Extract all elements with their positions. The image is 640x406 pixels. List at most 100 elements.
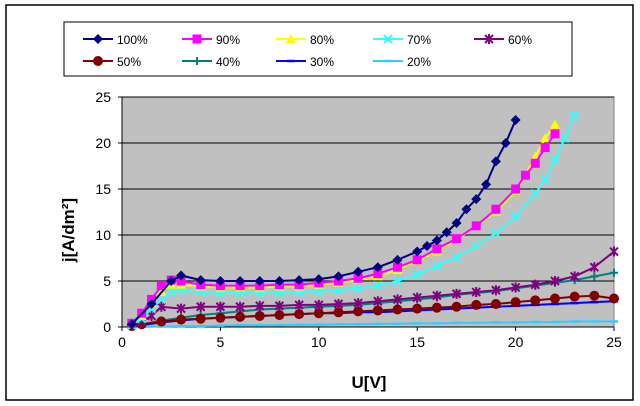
data-point xyxy=(373,296,383,307)
data-point xyxy=(491,228,501,238)
data-point xyxy=(461,204,472,215)
data-point xyxy=(392,294,403,305)
legend-label: 90% xyxy=(216,33,240,47)
legend-entry: 100% xyxy=(83,33,148,47)
legend-entry: 70% xyxy=(373,33,431,47)
data-point xyxy=(156,301,167,312)
data-point xyxy=(195,275,206,286)
data-point xyxy=(353,298,363,309)
legend: 100% 90% 80% 70% 60% 50% 40% 30% 20% xyxy=(63,21,573,77)
x-tick-label: 25 xyxy=(606,334,622,350)
x-tick-label: 5 xyxy=(217,334,225,350)
data-point xyxy=(550,276,560,286)
data-point xyxy=(490,299,501,309)
data-point xyxy=(333,307,344,318)
legend-label: 60% xyxy=(508,33,532,47)
data-point xyxy=(520,170,530,180)
data-point xyxy=(146,310,157,321)
data-point xyxy=(372,305,383,316)
legend-marker xyxy=(93,34,103,44)
x-tick-label: 20 xyxy=(508,334,524,350)
data-point xyxy=(146,299,157,309)
data-point xyxy=(471,241,481,251)
legend-entry: 50% xyxy=(83,55,141,69)
data-point xyxy=(441,227,452,238)
legend-box xyxy=(63,21,573,77)
data-point xyxy=(353,306,364,317)
data-point xyxy=(540,143,550,153)
legend-label: 70% xyxy=(407,33,431,47)
legend-marker xyxy=(383,34,393,44)
data-point xyxy=(549,119,560,129)
x-tick-label: 15 xyxy=(409,334,425,350)
legend-label: 80% xyxy=(310,33,334,47)
data-point xyxy=(432,261,442,271)
legend-marker xyxy=(93,56,103,66)
legend-marker xyxy=(192,34,202,44)
data-point xyxy=(511,184,521,194)
legend-entry: 60% xyxy=(474,33,532,47)
data-point xyxy=(471,194,482,205)
data-point xyxy=(490,156,501,167)
legend-entry: 90% xyxy=(182,33,240,47)
data-point xyxy=(176,303,186,314)
data-point xyxy=(313,308,324,319)
y-axis-title: j[A/dm²] xyxy=(59,198,78,263)
legend-marker xyxy=(193,57,201,65)
data-point xyxy=(274,276,285,286)
data-point xyxy=(412,246,423,257)
data-point xyxy=(372,262,383,273)
data-point xyxy=(609,246,619,257)
data-point xyxy=(176,276,186,286)
data-point xyxy=(392,254,403,265)
data-point xyxy=(176,270,187,281)
y-tick-label: 5 xyxy=(103,273,111,289)
x-axis-title: U[V] xyxy=(352,373,387,392)
data-point xyxy=(471,287,481,298)
data-point xyxy=(274,300,285,311)
data-point xyxy=(195,313,206,324)
data-point xyxy=(451,288,462,299)
data-point xyxy=(431,235,442,246)
tick-labels: 0 5 10 15 20 25 0 5 10 15 20 25 xyxy=(95,89,622,350)
data-point xyxy=(392,304,403,315)
data-point xyxy=(530,188,540,199)
data-point xyxy=(431,302,442,313)
data-point xyxy=(560,133,570,144)
data-point xyxy=(569,271,580,282)
data-point xyxy=(589,290,600,301)
data-point xyxy=(274,310,285,321)
data-point xyxy=(550,129,560,139)
data-point xyxy=(235,276,246,286)
data-point xyxy=(510,297,521,308)
data-point xyxy=(471,221,481,231)
legend-marker xyxy=(286,34,296,43)
data-point xyxy=(215,276,226,286)
data-point xyxy=(491,285,501,296)
data-point xyxy=(530,158,540,168)
data-point xyxy=(432,244,442,254)
data-point xyxy=(422,241,433,252)
data-point xyxy=(432,290,442,301)
series-100-percent xyxy=(126,115,521,330)
legend-entry: 80% xyxy=(276,33,334,47)
data-point xyxy=(156,316,167,327)
data-point xyxy=(215,312,226,323)
data-point xyxy=(353,273,363,283)
data-point xyxy=(156,281,166,291)
data-point xyxy=(393,262,403,272)
data-point xyxy=(255,300,265,311)
data-point xyxy=(412,255,422,265)
data-point xyxy=(235,311,246,322)
data-point xyxy=(510,211,521,222)
series-line xyxy=(131,115,576,326)
data-point xyxy=(373,280,383,291)
series-20-percent xyxy=(127,320,618,329)
data-point xyxy=(452,234,462,244)
data-point xyxy=(333,285,344,295)
data-point xyxy=(530,279,540,290)
data-point xyxy=(294,275,305,286)
data-point xyxy=(314,299,324,310)
data-point xyxy=(540,175,550,185)
